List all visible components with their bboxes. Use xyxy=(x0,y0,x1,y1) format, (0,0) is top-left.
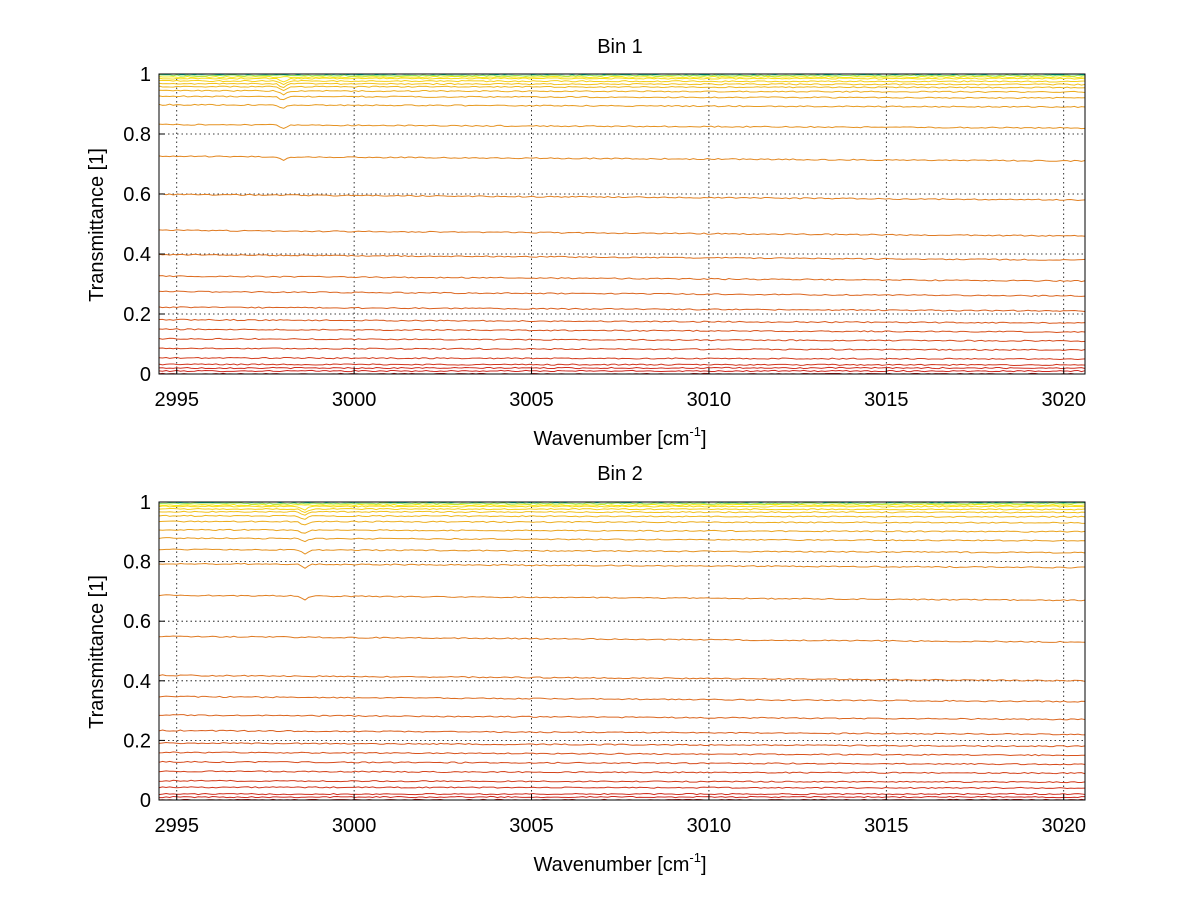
y-tick-label: 0.2 xyxy=(123,730,151,752)
series-line xyxy=(158,510,1086,516)
series-line xyxy=(158,503,1086,507)
chart-panel-bin-2: Bin 2 2995 3000 3005 3010 3015 3020 0 0.2 0.4 0.… xyxy=(86,463,1086,876)
series-line xyxy=(158,75,1086,79)
series-line xyxy=(158,318,1086,324)
y-tick-label: 1 xyxy=(140,492,151,514)
series-line xyxy=(158,562,1086,569)
series-line xyxy=(158,347,1086,351)
x-tick-label: 2995 xyxy=(154,389,199,411)
series-line xyxy=(158,779,1086,784)
series-line xyxy=(158,507,1086,514)
x-axis-label: Wavenumber [cm-1] xyxy=(533,424,706,450)
plot-frame xyxy=(158,501,1086,801)
series-group xyxy=(158,501,1086,801)
x-tick-label: 3020 xyxy=(1041,815,1086,837)
y-axis-label: Transmittance [1] xyxy=(86,575,108,729)
x-tick-label: 3010 xyxy=(687,815,732,837)
series-line xyxy=(158,520,1086,526)
y-tick-label: 0.8 xyxy=(123,124,151,146)
series-line xyxy=(158,635,1086,643)
series-line xyxy=(158,528,1086,534)
series-line xyxy=(158,760,1086,766)
y-tick-label: 0 xyxy=(140,790,151,812)
x-tick-label: 3015 xyxy=(864,389,909,411)
series-line xyxy=(158,89,1086,96)
y-tick-label: 1 xyxy=(140,64,151,86)
series-line xyxy=(158,103,1086,109)
series-line xyxy=(158,742,1086,748)
series-line xyxy=(158,363,1086,367)
series-line xyxy=(158,85,1086,92)
x-tick-labels: 2995 3000 3005 3010 3015 3020 xyxy=(154,368,1086,411)
y-tick-label: 0.8 xyxy=(123,552,151,574)
chart-title: Bin 2 xyxy=(597,463,643,485)
x-tick-label: 3000 xyxy=(332,815,377,837)
y-tick-labels: 0 0.2 0.4 0.6 0.8 1 xyxy=(123,64,165,386)
y-tick-label: 0.6 xyxy=(123,184,151,206)
series-line xyxy=(158,328,1086,333)
y-tick-label: 0.4 xyxy=(123,244,151,266)
series-line xyxy=(158,366,1086,370)
series-line xyxy=(158,193,1086,202)
series-line xyxy=(158,674,1086,682)
x-tick-label: 3005 xyxy=(509,389,554,411)
x-tick-label: 2995 xyxy=(154,815,199,837)
series-line xyxy=(158,229,1086,237)
y-tick-label: 0.6 xyxy=(123,611,151,633)
series-line xyxy=(158,356,1086,361)
plot-frame xyxy=(158,73,1086,375)
series-line xyxy=(158,751,1085,757)
x-tick-label: 3020 xyxy=(1041,389,1086,411)
series-line xyxy=(158,714,1086,721)
series-line xyxy=(158,770,1086,775)
x-tick-label: 3015 xyxy=(864,815,909,837)
series-line xyxy=(158,502,1086,505)
series-line xyxy=(158,514,1086,520)
x-axis-label: Wavenumber [cm-1] xyxy=(533,850,706,876)
chart-panel-bin-1: Bin 1 2995 3000 3005 3010 3015 3020 0 0.2 0.4 0.… xyxy=(86,36,1086,450)
x-tick-label: 3010 xyxy=(687,389,732,411)
series-group xyxy=(158,73,1086,375)
series-line xyxy=(158,792,1086,796)
series-line xyxy=(158,548,1086,555)
grid-lines xyxy=(159,502,1085,800)
y-tick-label: 0.2 xyxy=(123,304,151,326)
chart-title: Bin 1 xyxy=(597,36,643,58)
series-line xyxy=(158,290,1086,297)
grid-lines xyxy=(159,74,1085,374)
series-line xyxy=(158,695,1086,703)
series-line xyxy=(158,369,1086,373)
y-tick-label: 0.4 xyxy=(123,671,151,693)
series-line xyxy=(158,79,1086,86)
x-tick-label: 3005 xyxy=(509,815,554,837)
series-line xyxy=(158,729,1086,736)
series-line xyxy=(158,253,1086,261)
y-tick-labels: 0 0.2 0.4 0.6 0.8 1 xyxy=(123,492,165,812)
series-line xyxy=(158,337,1086,343)
y-tick-label: 0 xyxy=(140,364,151,386)
series-line xyxy=(158,306,1086,312)
series-line xyxy=(158,786,1086,790)
series-line xyxy=(158,95,1086,101)
series-line xyxy=(158,82,1086,89)
series-line xyxy=(158,74,1086,77)
series-line xyxy=(158,155,1086,162)
series-line xyxy=(158,594,1086,602)
series-line xyxy=(158,123,1086,130)
series-line xyxy=(158,537,1086,543)
x-tick-labels: 2995 3000 3005 3010 3015 3020 xyxy=(154,794,1086,837)
series-line xyxy=(158,275,1086,283)
x-tick-label: 3000 xyxy=(332,389,377,411)
series-line xyxy=(158,795,1086,799)
series-line xyxy=(158,77,1086,83)
y-axis-label: Transmittance [1] xyxy=(86,148,108,302)
